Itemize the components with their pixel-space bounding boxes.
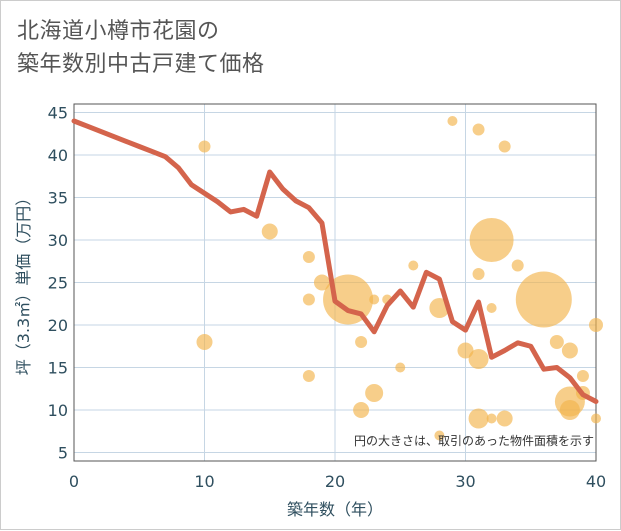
- scatter-bubble: [395, 362, 406, 373]
- x-tick-label: 40: [586, 472, 606, 491]
- chart-title-line1: 北海道小樽市花園の: [17, 19, 220, 44]
- scatter-bubble: [498, 140, 511, 153]
- y-tick-label: 35: [48, 189, 68, 208]
- y-tick-label: 25: [48, 274, 68, 293]
- x-tick-label: 0: [69, 472, 79, 491]
- scatter-bubble: [511, 259, 524, 272]
- scatter-bubble: [408, 260, 419, 271]
- scatter-bubble: [472, 123, 485, 136]
- y-tick-label: 40: [48, 146, 68, 165]
- y-tick-label: 45: [48, 104, 68, 123]
- scatter-bubble: [302, 293, 315, 306]
- scatter-bubble: [486, 303, 497, 313]
- y-tick-label: 30: [48, 231, 68, 250]
- chart-title-line2: 築年数別中古戸建て価格: [17, 52, 265, 77]
- scatter-bubble: [561, 342, 578, 359]
- line-layer: [71, 118, 599, 404]
- scatter-bubble: [447, 116, 458, 126]
- y-tick-label: 5: [58, 444, 68, 463]
- scatter-bubble: [486, 413, 497, 424]
- scatter-bubble: [549, 335, 564, 349]
- scatter-bubble: [302, 370, 315, 382]
- scatter-bubble: [591, 413, 601, 424]
- scatter-bubble: [496, 410, 513, 427]
- scatter-bubble: [302, 251, 315, 263]
- scatter-bubble: [559, 400, 580, 420]
- scatter-bubble: [353, 402, 370, 418]
- scatter-bubble: [576, 370, 589, 382]
- scatter-bubble: [468, 408, 489, 429]
- scatter-bubble: [457, 342, 474, 359]
- x-axis-title: 築年数（年）: [287, 500, 383, 519]
- series-line: [71, 118, 599, 404]
- y-tick-label: 15: [48, 359, 68, 378]
- y-tick-label: 10: [48, 401, 68, 420]
- chart-title: 北海道小樽市花園の 築年数別中古戸建て価格: [17, 15, 607, 81]
- scatter-bubble: [355, 336, 368, 348]
- scatter-bubble: [261, 223, 278, 240]
- y-tick-label: 20: [48, 316, 68, 335]
- scatter-bubble: [434, 430, 445, 441]
- scatter-bubble: [468, 349, 489, 369]
- y-axis-title: 坪（3.3㎡）単価（万円）: [14, 190, 33, 375]
- bubble-layer: [196, 116, 603, 441]
- plot-frame: [73, 103, 597, 462]
- scatter-bubble: [369, 294, 380, 305]
- scatter-bubble: [589, 318, 603, 332]
- scatter-bubble: [196, 334, 213, 350]
- scatter-bubble: [472, 268, 485, 280]
- scatter-bubble: [198, 140, 211, 153]
- x-tick-label: 10: [194, 472, 214, 491]
- scatter-bubble: [313, 274, 330, 291]
- x-tick-label: 30: [455, 472, 475, 491]
- scatter-bubble: [469, 218, 514, 262]
- tick-labels: 0 10 20 30 40 5 10 15 20 25 30 35 40 45: [48, 104, 607, 492]
- grid-lines: [73, 103, 597, 462]
- x-tick-label: 20: [325, 472, 345, 491]
- bubble-size-note: 円の大きさは、取引のあった物件面積を示す: [354, 433, 594, 448]
- scatter-bubble: [365, 384, 384, 402]
- scatter-bubble: [515, 271, 572, 328]
